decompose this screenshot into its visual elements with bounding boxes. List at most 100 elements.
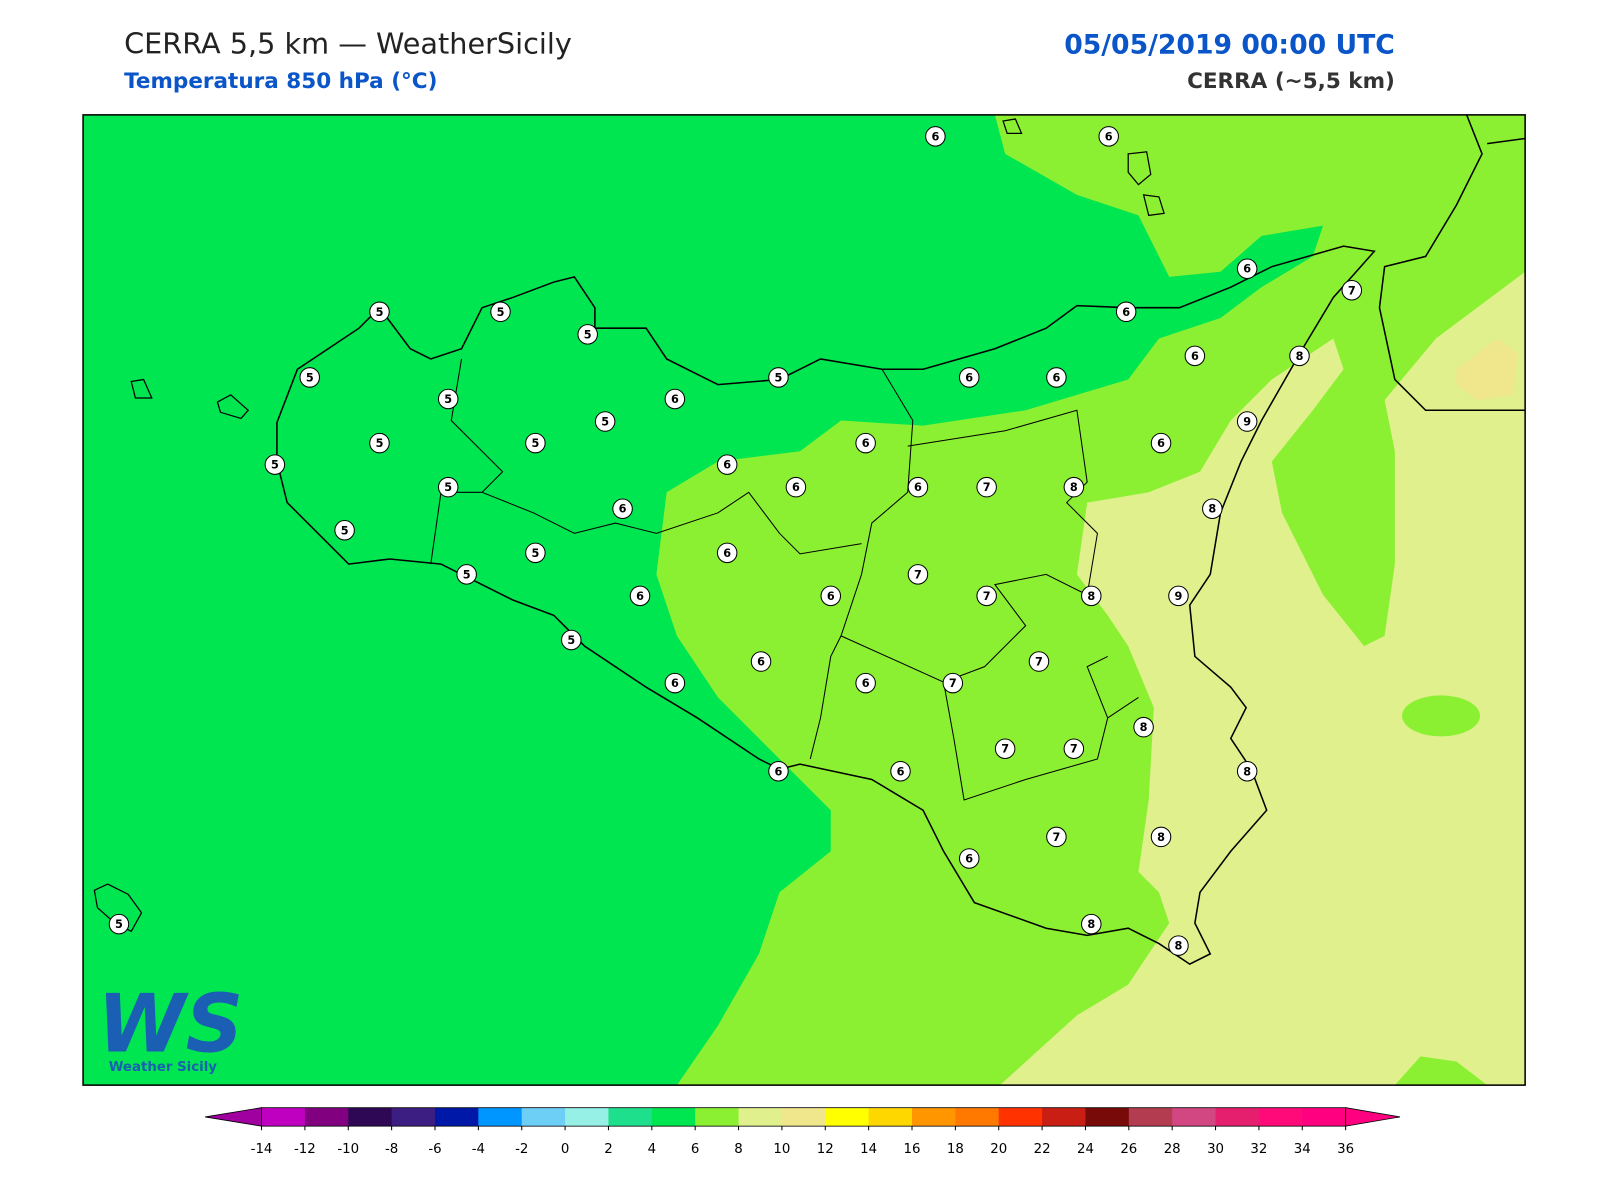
map [83, 114, 1526, 1086]
station-value: 8 [1175, 940, 1183, 953]
colorbar-bin [478, 1107, 523, 1127]
station-value: 6 [1243, 263, 1251, 276]
colorbar-tick-label: 8 [734, 1142, 742, 1157]
station-marker [976, 585, 997, 607]
station-marker [1150, 826, 1172, 848]
coastline [276, 245, 1376, 965]
colorbar-tick-label: 0 [561, 1142, 569, 1157]
station-marker [907, 564, 929, 585]
station-marker [1081, 913, 1102, 935]
station-marker [750, 651, 772, 672]
station-marker [1202, 498, 1223, 519]
colorbar-tick-label: -14 [251, 1142, 273, 1157]
colorbar-tick-label: 20 [990, 1142, 1007, 1157]
station-value: 6 [931, 130, 939, 143]
field-6-8-patch [1402, 695, 1480, 737]
station-marker [612, 498, 633, 519]
station-marker [1236, 761, 1258, 782]
station-marker [664, 388, 686, 410]
station-value: 8 [1140, 721, 1148, 734]
station-value: 6 [775, 765, 783, 778]
station-marker [525, 432, 546, 454]
station-marker [925, 126, 946, 147]
station-marker [1046, 826, 1067, 848]
station-value: 6 [1052, 371, 1060, 384]
colorbar-tick-label: -4 [472, 1142, 485, 1157]
station-marker [994, 738, 1016, 759]
map-frame [82, 114, 1526, 1086]
station-marker [1236, 258, 1258, 279]
station-value: 6 [897, 765, 905, 778]
station-value: 9 [1175, 590, 1183, 603]
station-value: 7 [1070, 743, 1078, 756]
station-value: 5 [271, 459, 279, 472]
station-marker [369, 301, 390, 323]
station-value: 6 [619, 503, 627, 516]
subtitle: Temperatura 850 hPa (°C) [124, 69, 437, 94]
colorbar-bin [1215, 1107, 1260, 1127]
station-marker [1168, 935, 1189, 956]
station-marker [299, 367, 320, 388]
calabria-coast [1378, 114, 1526, 412]
station-marker [785, 476, 807, 498]
colorbar-tick-label: 18 [947, 1142, 964, 1157]
station-value: 6 [671, 393, 679, 406]
colorbar-tick-label: 4 [648, 1142, 656, 1157]
station-marker [1289, 345, 1310, 367]
model: CERRA (~5,5 km) [1187, 69, 1395, 94]
station-marker [855, 672, 876, 694]
colorbar-tick-label: 16 [904, 1142, 921, 1157]
station-value: 5 [115, 918, 123, 931]
station-value: 6 [671, 677, 679, 690]
station-marker [594, 411, 616, 432]
station-value: 6 [965, 852, 973, 865]
colorbar-bin [1085, 1107, 1130, 1127]
colorbar-bin [391, 1107, 436, 1127]
station-marker [976, 476, 997, 498]
station-marker [1028, 651, 1050, 672]
station-marker [490, 301, 511, 323]
station-value: 6 [965, 371, 973, 384]
station-marker [942, 672, 964, 694]
station-value: 5 [376, 437, 384, 450]
colorbar-bin [651, 1107, 696, 1127]
colorbar-tick-label: 24 [1077, 1142, 1094, 1157]
station-value: 5 [601, 416, 609, 429]
colorbar-bin [434, 1107, 479, 1127]
station-value: 8 [1243, 765, 1251, 778]
station-marker [561, 629, 582, 651]
station-value: 6 [1105, 130, 1113, 143]
colorbar-tick-label: 30 [1207, 1142, 1224, 1157]
station-marker [768, 761, 789, 782]
station-marker [369, 432, 390, 454]
colorbar-bin [1258, 1107, 1303, 1127]
station-value: 6 [723, 459, 731, 472]
station-marker [1063, 738, 1085, 759]
colorbar-bin [1302, 1107, 1347, 1127]
station-marker [264, 454, 286, 475]
colorbar-tick-label: -12 [294, 1142, 316, 1157]
colorbar-bin [348, 1107, 393, 1127]
colorbar-bin [825, 1107, 870, 1127]
station-value: 5 [444, 393, 452, 406]
station-marker [1098, 126, 1119, 147]
colorbar-tick-label: -8 [385, 1142, 398, 1157]
stations: 6 6 6 7 5 5 5 6 5 5 6 6 6 8 5 6 5 9 5 5 6 6 5 6 5 6 6 7 8 6 8 5 5 6 5 7 6 6 7 8… [108, 126, 1363, 956]
station-marker [108, 913, 130, 935]
colorbar-tick-label: 2 [604, 1142, 612, 1157]
colorbar-tick-label: 26 [1120, 1142, 1137, 1157]
station-marker [1341, 279, 1363, 301]
colorbar-tick-label: 10 [773, 1142, 790, 1157]
station-value: 7 [983, 481, 991, 494]
colorbar-bin [1128, 1107, 1173, 1127]
field-10-12 [1456, 338, 1518, 400]
station-value: 5 [531, 547, 539, 560]
station-value: 5 [497, 306, 505, 319]
colorbar-tick-label: 12 [817, 1142, 834, 1157]
station-value: 5 [376, 306, 384, 319]
colorbar-bin [781, 1107, 826, 1127]
colorbar-bin [868, 1107, 913, 1127]
station-value: 5 [463, 568, 471, 581]
station-value: 7 [983, 590, 991, 603]
